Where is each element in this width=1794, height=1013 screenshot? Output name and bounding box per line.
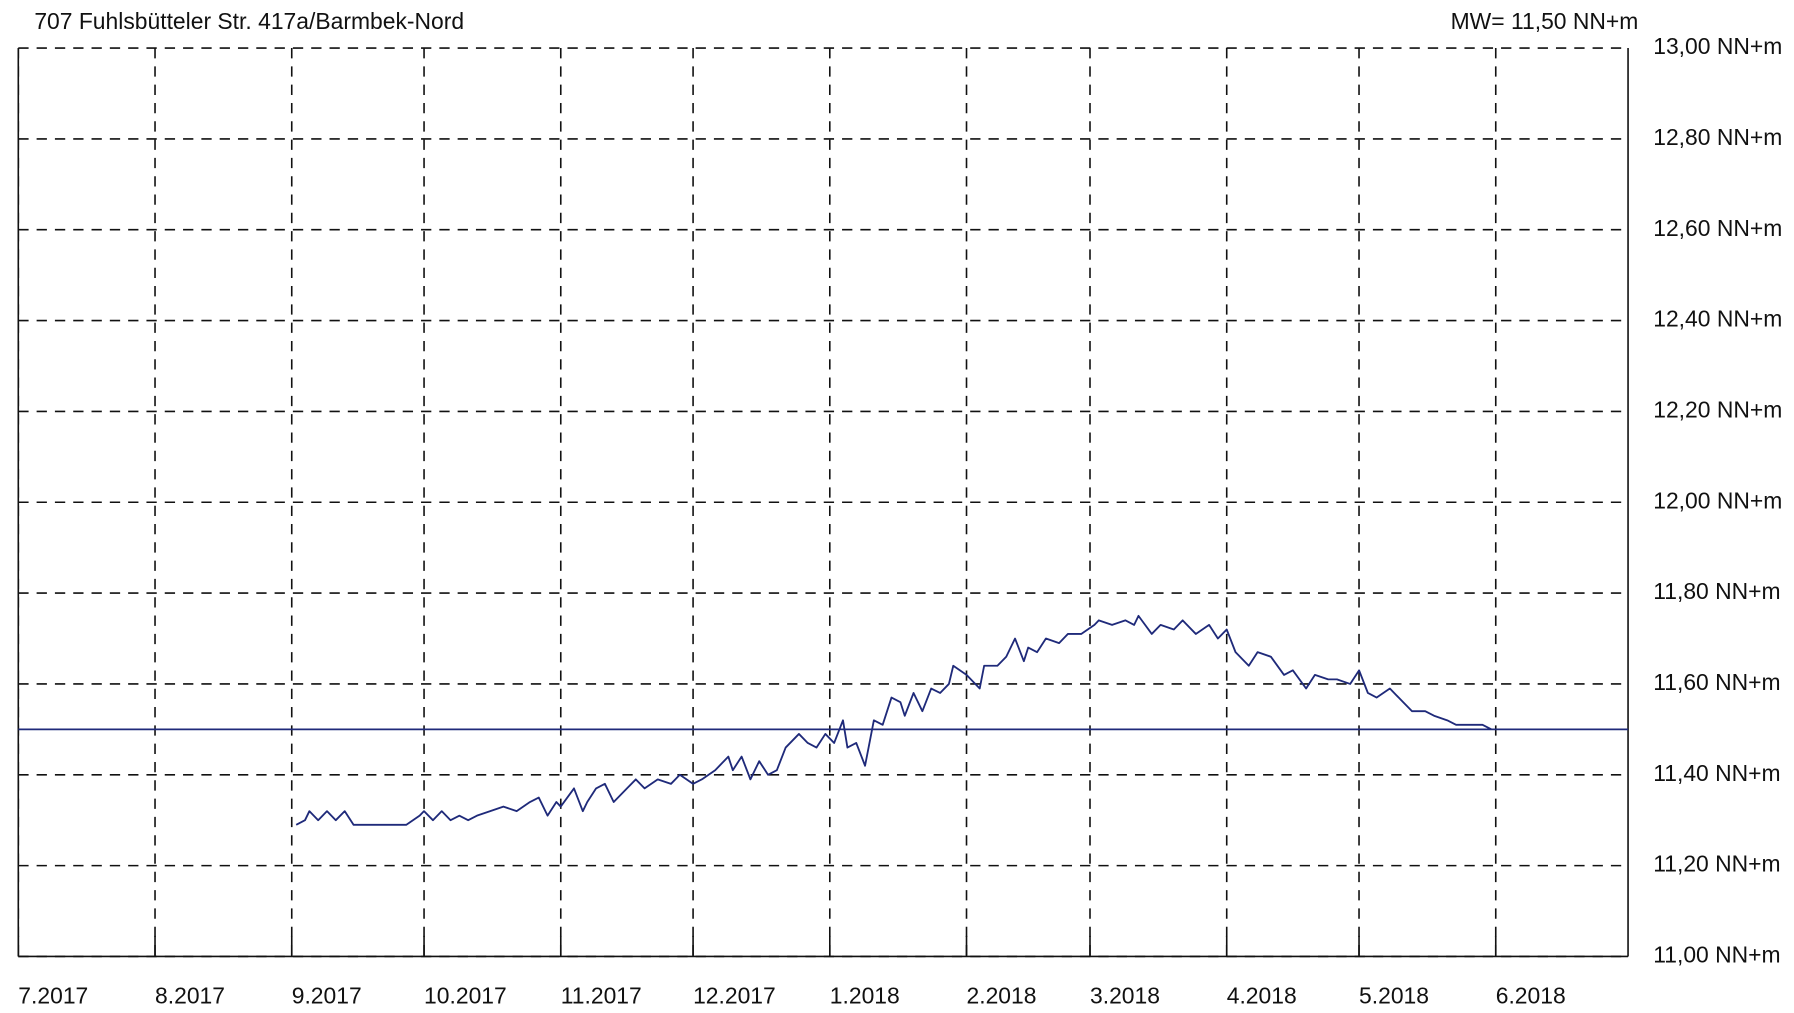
y-tick-label: 11,40 NN+m <box>1653 760 1780 786</box>
data-line <box>295 614 1492 826</box>
x-tick-label: 11.2017 <box>561 983 642 1009</box>
x-tick-label: 9.2017 <box>292 983 362 1009</box>
x-tick-label: 8.2017 <box>155 983 225 1009</box>
y-tick-label: 11,20 NN+m <box>1653 851 1780 877</box>
y-tick-label: 12,80 NN+m <box>1653 124 1782 150</box>
y-tick-label: 12,40 NN+m <box>1653 306 1782 332</box>
x-tick-label: 12.2017 <box>693 983 776 1009</box>
x-tick-label: 5.2018 <box>1359 983 1429 1009</box>
x-tick-label: 1.2018 <box>830 983 900 1009</box>
chart-title: 707 Fuhlsbütteler Str. 417a/Barmbek-Nord <box>34 8 464 34</box>
x-tick-label: 4.2018 <box>1227 983 1297 1009</box>
y-tick-label: 12,20 NN+m <box>1653 396 1782 422</box>
x-tick-label: 3.2018 <box>1090 983 1160 1009</box>
mean-label: MW= 11,50 NN+m <box>1451 8 1639 34</box>
y-tick-label: 11,00 NN+m <box>1653 942 1780 968</box>
y-tick-label: 12,60 NN+m <box>1653 215 1782 241</box>
y-tick-label: 13,00 NN+m <box>1653 33 1782 59</box>
y-tick-label: 11,80 NN+m <box>1653 578 1780 604</box>
x-tick-label: 2.2018 <box>967 983 1037 1009</box>
y-tick-label: 12,00 NN+m <box>1653 487 1782 513</box>
plot-area: 707 Fuhlsbütteler Str. 417a/Barmbek-Nord… <box>17 8 1782 1009</box>
x-tick-label: 10.2017 <box>424 983 507 1009</box>
x-tick-label: 7.2017 <box>18 983 88 1009</box>
x-tick-label: 6.2018 <box>1496 983 1566 1009</box>
y-tick-label: 11,60 NN+m <box>1653 669 1780 695</box>
